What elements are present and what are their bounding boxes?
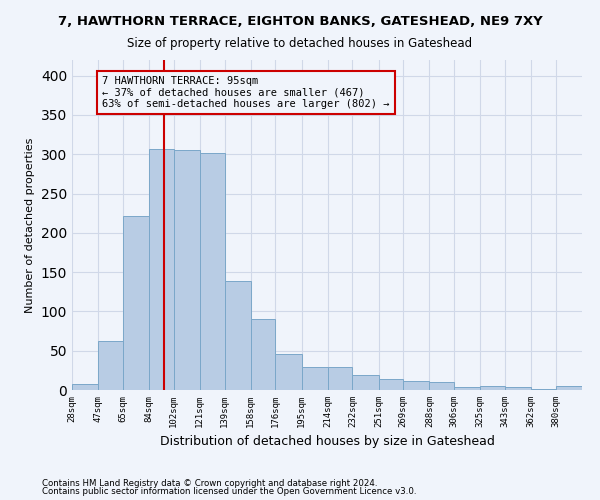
Text: 7, HAWTHORN TERRACE, EIGHTON BANKS, GATESHEAD, NE9 7XY: 7, HAWTHORN TERRACE, EIGHTON BANKS, GATE… bbox=[58, 15, 542, 28]
Bar bbox=[123, 216, 149, 390]
Bar bbox=[505, 387, 531, 390]
Bar bbox=[328, 367, 352, 390]
Bar bbox=[251, 320, 275, 390]
Bar bbox=[556, 386, 582, 390]
Bar bbox=[275, 354, 302, 390]
Text: 7 HAWTHORN TERRACE: 95sqm
← 37% of detached houses are smaller (467)
63% of semi: 7 HAWTHORN TERRACE: 95sqm ← 37% of detac… bbox=[102, 76, 390, 109]
Bar bbox=[200, 152, 224, 390]
Bar bbox=[352, 375, 379, 390]
Bar bbox=[403, 380, 430, 390]
Bar bbox=[480, 386, 505, 390]
Bar bbox=[531, 389, 556, 390]
Bar bbox=[454, 387, 480, 390]
Bar bbox=[224, 281, 251, 390]
Text: Size of property relative to detached houses in Gateshead: Size of property relative to detached ho… bbox=[127, 38, 473, 51]
Bar bbox=[430, 382, 454, 390]
Bar bbox=[302, 367, 328, 390]
Bar bbox=[149, 149, 174, 390]
Text: Contains public sector information licensed under the Open Government Licence v3: Contains public sector information licen… bbox=[42, 487, 416, 496]
Text: Contains HM Land Registry data © Crown copyright and database right 2024.: Contains HM Land Registry data © Crown c… bbox=[42, 478, 377, 488]
Bar bbox=[72, 384, 98, 390]
X-axis label: Distribution of detached houses by size in Gateshead: Distribution of detached houses by size … bbox=[160, 436, 494, 448]
Y-axis label: Number of detached properties: Number of detached properties bbox=[25, 138, 35, 312]
Bar bbox=[174, 150, 200, 390]
Bar bbox=[98, 340, 123, 390]
Bar bbox=[379, 379, 403, 390]
